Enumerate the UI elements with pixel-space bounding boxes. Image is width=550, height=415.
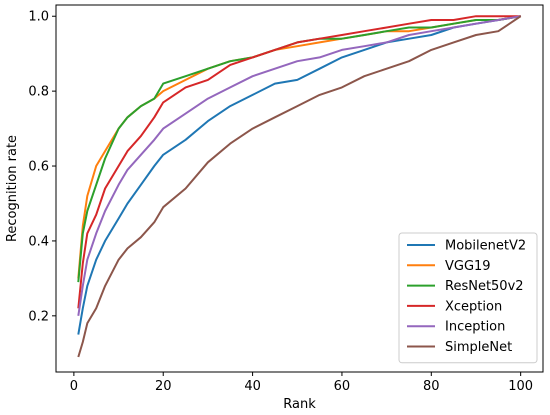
x-axis-label: Rank — [283, 397, 316, 412]
legend-entry: MobilenetV2 — [445, 239, 526, 254]
y-tick-label: 0.8 — [28, 85, 49, 100]
series-lines — [77, 15, 522, 358]
series-line-resnet50v2 — [77, 15, 521, 283]
y-axis-label: Recognition rate — [5, 135, 20, 242]
legend-entry: Inception — [445, 320, 505, 335]
legend-entry: ResNet50v2 — [445, 279, 524, 294]
series-line-simplenet — [77, 15, 522, 358]
legend-entry: SimpleNet — [445, 340, 512, 355]
x-tick-label: 0 — [70, 379, 78, 394]
x-tick-label: 20 — [155, 379, 172, 394]
legend-entry: Xception — [445, 299, 502, 314]
y-tick-label: 0.2 — [28, 309, 49, 324]
axes-frame — [55, 4, 544, 373]
x-tick-label: 40 — [244, 379, 261, 394]
series-line-xception — [77, 15, 521, 309]
y-tick-label: 0.4 — [28, 234, 49, 249]
series-line-mobilenetv2 — [77, 15, 521, 335]
legend-entry: VGG19 — [445, 259, 491, 274]
y-tick-label: 0.6 — [28, 160, 49, 175]
legend: MobilenetV2 VGG19 ResNet50v2 Xception Incept… — [398, 232, 538, 364]
y-tick-label: 1.0 — [28, 10, 49, 25]
x-tick-label: 60 — [334, 379, 351, 394]
x-tick-label: 100 — [508, 379, 533, 394]
axis-ticks: 0 20 40 60 80 100 0.2 0.4 0.6 0.8 1.0 — [28, 10, 533, 394]
x-tick-label: 80 — [423, 379, 440, 394]
series-line-inception — [77, 15, 521, 316]
